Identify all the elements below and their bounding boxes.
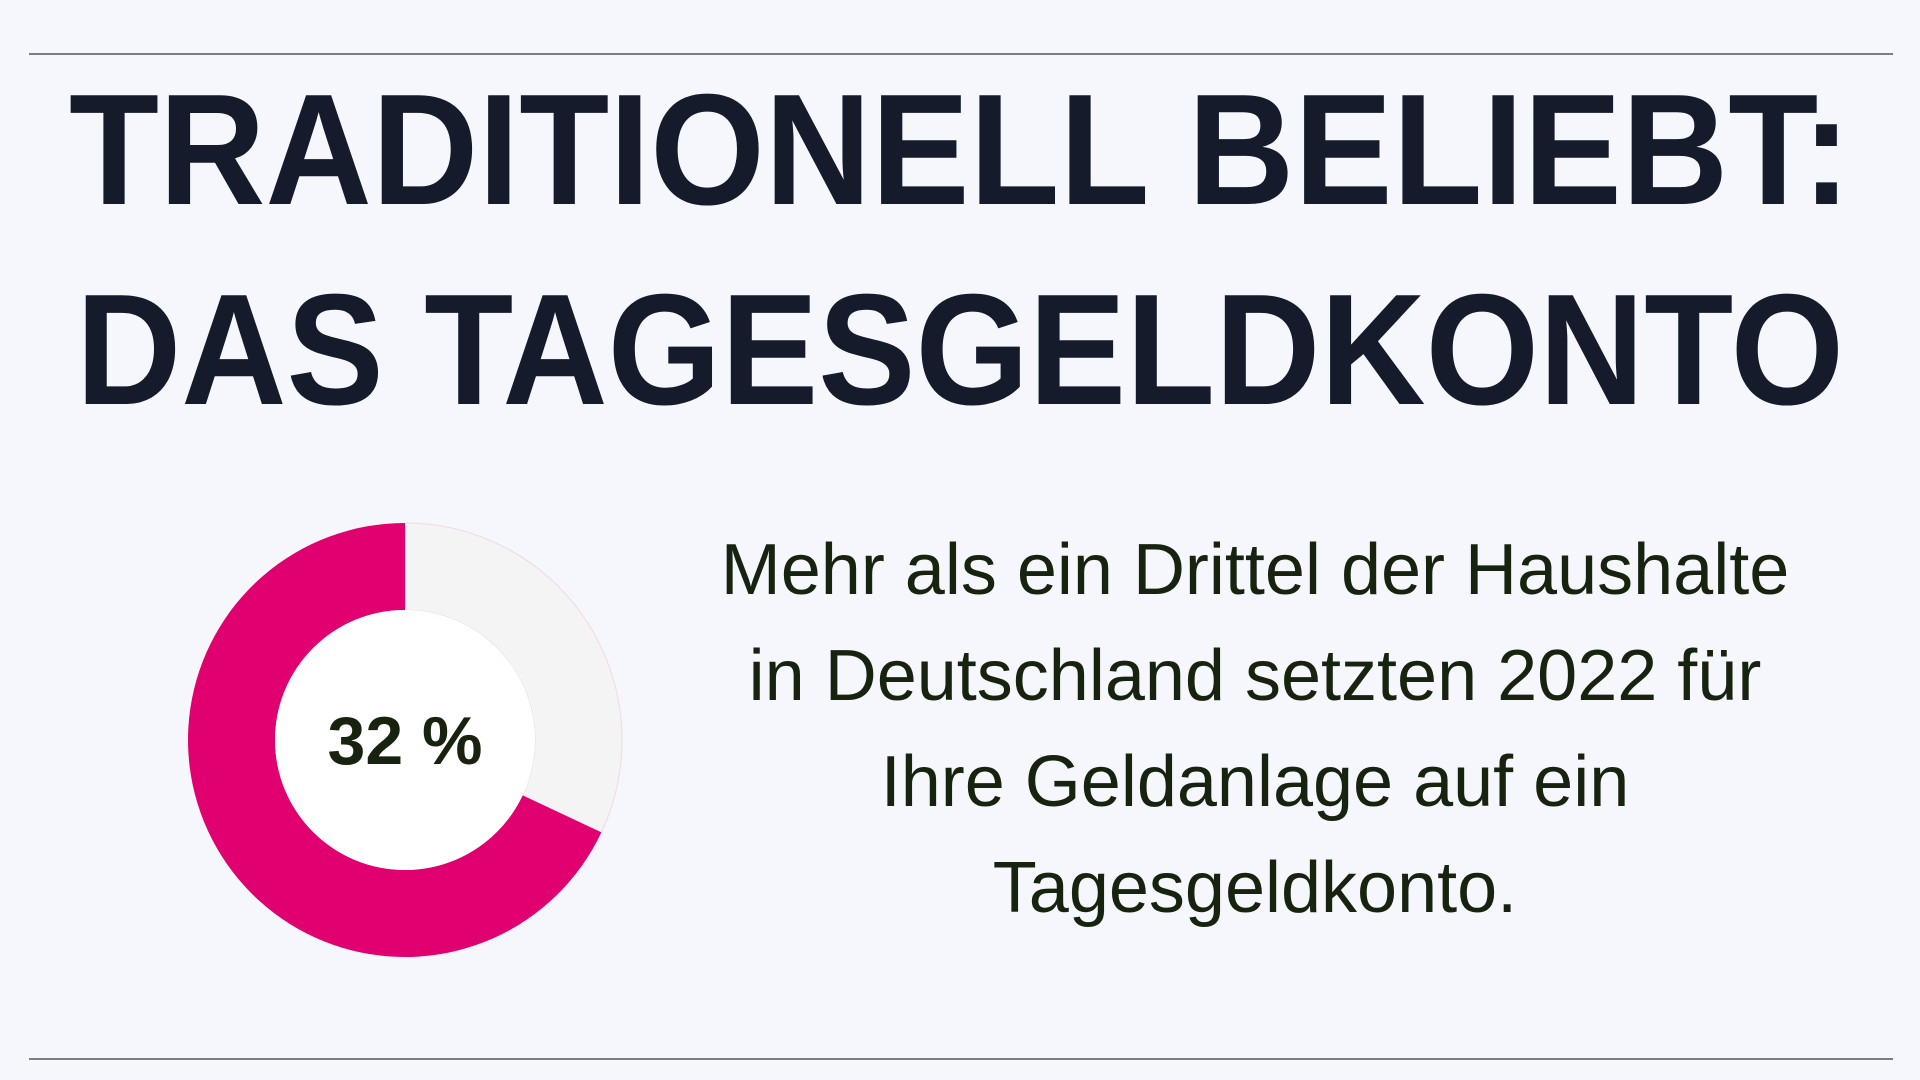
- description-line: Ihre Geldanlage auf ein: [881, 742, 1630, 822]
- donut-hole: [275, 610, 535, 870]
- description-line: Mehr als ein Drittel der Haushalte: [721, 530, 1789, 610]
- title-line: DAS TAGESGELDKONTO: [76, 262, 1844, 438]
- title-line: TRADITIONELL BELIEBT:: [69, 62, 1851, 238]
- description-line: Tagesgeldkonto.: [993, 848, 1517, 928]
- description: Mehr als ein Drittel der Haushalte in Deu…: [721, 530, 1789, 928]
- center-label: 32 %: [328, 703, 483, 779]
- donut-segment: [188, 523, 602, 957]
- description-line: in Deutschland setzten 2022 für: [749, 636, 1762, 716]
- donut-chart: 32 %: [188, 522, 623, 957]
